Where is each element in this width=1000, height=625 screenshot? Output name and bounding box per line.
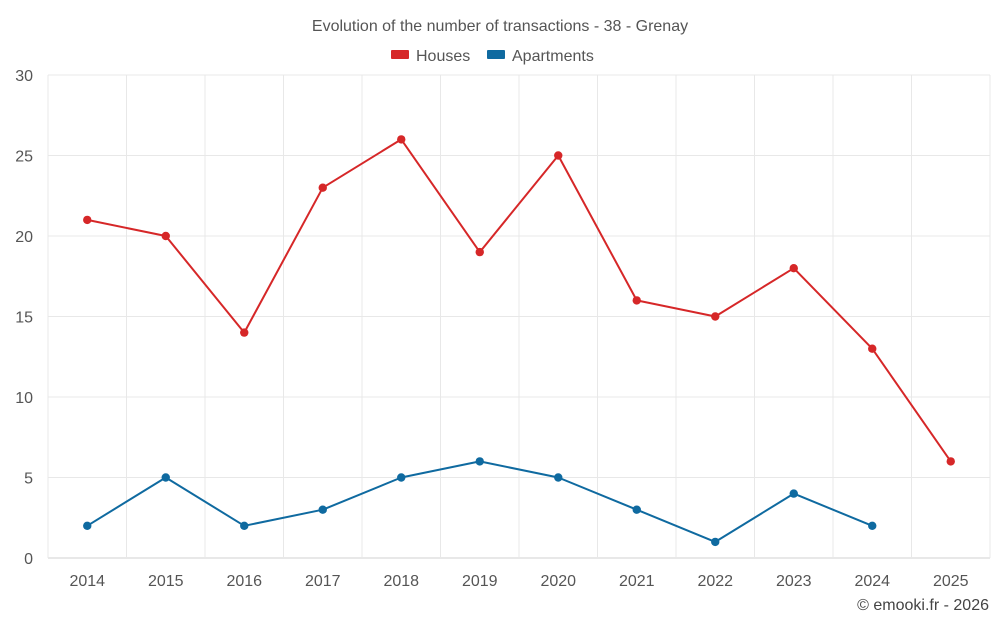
x-tick-label: 2023 [776,573,812,590]
data-point-apartments[interactable] [632,505,641,514]
x-tick-label: 2016 [226,573,262,590]
x-tick-label: 2022 [697,573,733,590]
legend: Houses Apartments [391,48,594,65]
data-point-houses[interactable] [789,264,798,273]
credit-text: © emooki.fr - 2026 [857,597,989,614]
x-tick-label: 2015 [148,573,184,590]
data-point-houses[interactable] [161,231,170,241]
data-point-houses[interactable] [554,151,563,160]
data-point-apartments[interactable] [83,521,92,530]
x-tick-label: 2025 [933,573,969,590]
x-tick-label: 2014 [69,573,105,590]
data-point-apartments[interactable] [240,521,249,530]
y-tick-label: 0 [24,551,33,568]
x-tick-label: 2021 [619,573,655,590]
data-point-apartments[interactable] [397,473,406,482]
y-tick-label: 10 [15,390,33,407]
data-point-houses[interactable] [946,457,955,466]
legend-label-apartments: Apartments [512,48,594,65]
y-tick-label: 5 [24,471,33,488]
x-tick-label: 2019 [462,573,498,590]
series-layer [83,135,955,547]
chart-title: Evolution of the number of transactions … [312,18,688,35]
data-point-houses[interactable] [475,247,484,257]
x-tick-label: 2017 [305,573,341,590]
data-point-houses[interactable] [868,344,877,353]
data-point-houses[interactable] [240,328,249,337]
x-tick-label: 2024 [854,573,890,590]
legend-label-houses: Houses [416,48,470,65]
data-point-apartments[interactable] [475,457,484,466]
y-tick-label: 15 [15,310,33,327]
data-point-houses[interactable] [318,183,327,192]
series-apartments [83,457,877,547]
y-tick-label: 20 [15,229,33,246]
legend-item-houses[interactable]: Houses [391,48,470,65]
data-point-apartments[interactable] [318,505,327,514]
series-line-houses [87,138,952,462]
legend-swatch-apartments [487,50,505,59]
data-point-houses[interactable] [397,135,406,144]
data-point-apartments[interactable] [554,473,563,482]
data-point-houses[interactable] [632,296,641,305]
x-gridlines [47,75,991,558]
x-axis-ticks: 2014 2015 2016 2017 2018 2019 2020 2021 2022 2023… [69,573,968,590]
data-point-apartments[interactable] [161,473,170,482]
data-point-apartments[interactable] [868,521,877,530]
data-point-houses[interactable] [711,312,720,321]
data-point-houses[interactable] [83,215,92,225]
legend-item-apartments[interactable]: Apartments [487,48,594,65]
y-tick-label: 30 [15,68,33,85]
x-tick-label: 2020 [540,573,576,590]
data-point-apartments[interactable] [789,489,798,498]
data-point-apartments[interactable] [711,537,720,547]
series-houses [83,135,955,466]
y-axis-ticks: 0 5 10 15 20 25 30 [15,68,33,568]
y-tick-label: 25 [15,149,33,166]
x-tick-label: 2018 [383,573,419,590]
legend-swatch-houses [391,50,409,59]
